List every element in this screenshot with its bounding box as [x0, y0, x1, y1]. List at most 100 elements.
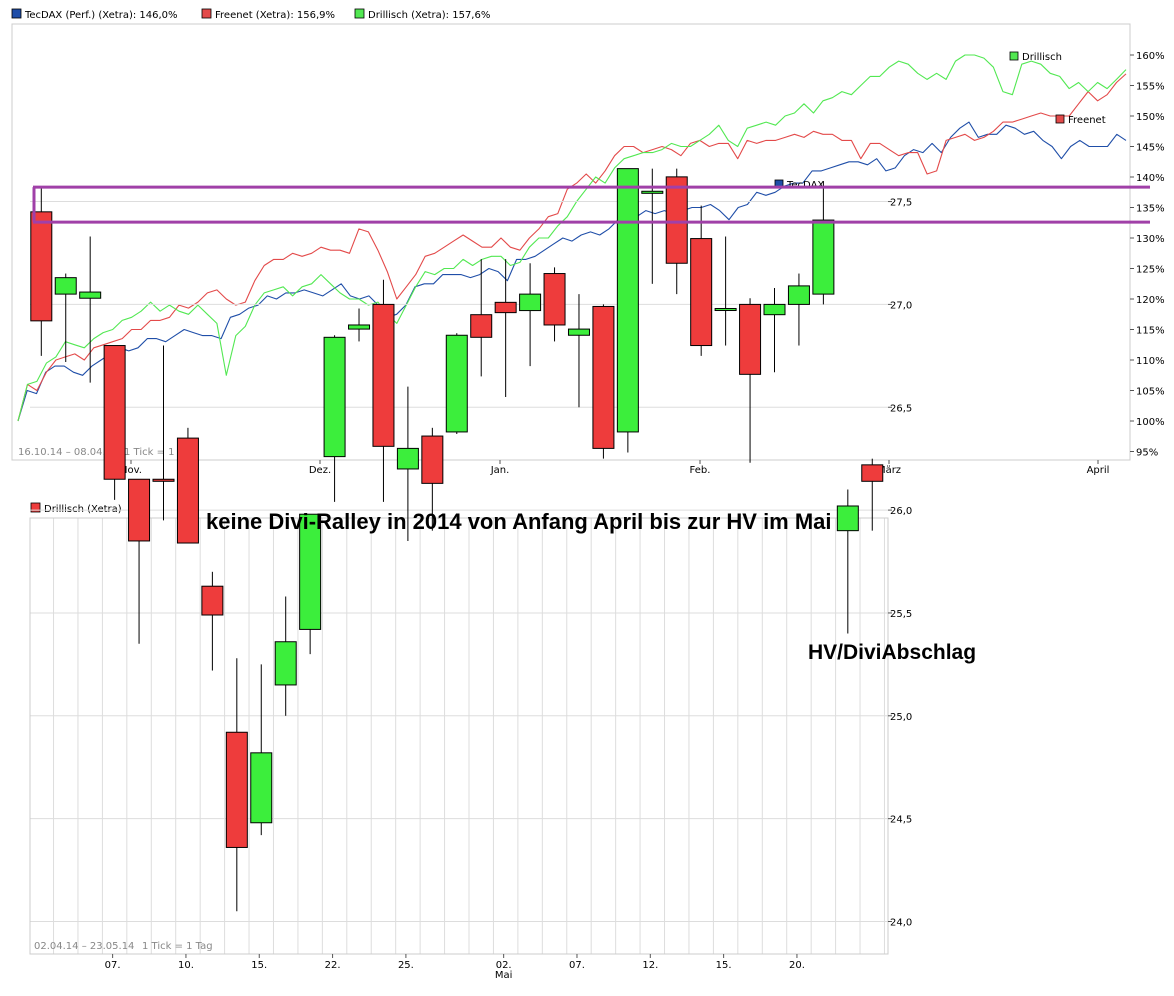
candle-body [30, 211, 53, 322]
candle-body [201, 585, 224, 616]
candle-body [641, 190, 664, 194]
x-tick-label: 20. [789, 960, 805, 971]
x-tick-label: Feb. [690, 465, 711, 476]
x-tick-label: 07. [569, 960, 585, 971]
candle-body [299, 513, 322, 630]
series-line-tecdax [17, 121, 1127, 422]
x-tick-label: 12. [642, 960, 658, 971]
y-tick-label: 145% [1136, 143, 1165, 154]
end-label-swatch-drillisch [1009, 51, 1019, 61]
candle-body [861, 464, 884, 482]
bottom-grid [30, 201, 888, 954]
candle-body [592, 305, 615, 449]
candle-body [274, 641, 297, 686]
candle-body [519, 293, 542, 312]
x-tick-label: 02. [496, 960, 512, 971]
x-tick-label: April [1087, 465, 1110, 476]
candle-body [787, 285, 810, 305]
x-tick-label: 15. [251, 960, 267, 971]
candle-body [494, 301, 517, 314]
legend-swatch-tecdax [11, 8, 22, 19]
candle-body [323, 336, 346, 458]
top-plot-frame [11, 23, 1131, 461]
top-tick-label: 1 Tick = 1 Tag [124, 447, 195, 458]
candle-body [54, 277, 77, 295]
candle-body [348, 324, 371, 330]
series-line-drillisch [17, 54, 1127, 422]
x-tick-label: Nov. [120, 465, 142, 476]
legend-candles: Drillisch (Xetra) [44, 504, 122, 515]
candle-body [152, 478, 175, 482]
x-tick-label: 25. [398, 960, 414, 971]
candle-body [714, 308, 737, 312]
y-tick-label: 110% [1136, 356, 1165, 367]
chart-annotation-title: keine Divi-Ralley in 2014 von Anfang Apr… [206, 509, 832, 534]
candle-body [665, 176, 688, 264]
x-tick-label: März [877, 465, 901, 476]
candle-body [445, 334, 468, 433]
y-tick-label: 24,0 [890, 918, 912, 929]
y-tick-label: 26,0 [890, 506, 912, 517]
x-tick-label: Jan. [490, 465, 510, 476]
top-period-label: 16.10.14 – 08.04.15 [18, 447, 118, 458]
y-tick-label: 27,5 [890, 198, 912, 209]
bottom-plot-frame [29, 517, 889, 955]
y-tick-label: 135% [1136, 204, 1165, 215]
top-end-labels: TecDAX Freenet Drillisch [774, 51, 1106, 191]
candle-body [812, 219, 835, 295]
candle-body [470, 314, 493, 338]
top-chart-legend: TecDAX (Perf.) (Xetra): 146,0% Freenet (… [11, 8, 490, 21]
y-tick-label: 26,5 [890, 403, 912, 414]
legend-swatch-drillisch [354, 8, 365, 19]
y-tick-label: 100% [1136, 417, 1165, 428]
candle-body [396, 447, 419, 470]
resistance-lines [32, 185, 1150, 224]
legend-swatch-candles [30, 502, 41, 513]
series-line-freenet [17, 73, 1127, 422]
top-y-axis: 95% 100% 105% 110% 115% 120% 125% 130% 135% 140% 1… [1130, 51, 1165, 459]
y-tick-label: 150% [1136, 112, 1165, 123]
candle-body [372, 303, 395, 447]
x-tick-label: 07. [105, 960, 121, 971]
y-tick-label: 160% [1136, 51, 1165, 62]
y-tick-label: 120% [1136, 295, 1165, 306]
bottom-x-axis: 07. 10. 15. 22. 25. 02. 07. 12. 15. 20. Mai [105, 954, 805, 981]
candle-body [763, 303, 786, 316]
top-series [17, 54, 1127, 422]
end-label-tecdax: TecDAX [786, 180, 824, 191]
legend-tecdax: TecDAX (Perf.) (Xetra): 146,0% [24, 10, 178, 21]
y-tick-label: 130% [1136, 234, 1165, 245]
candle-body [103, 345, 126, 480]
x-tick-label: Dez. [309, 465, 331, 476]
y-tick-label: 24,5 [890, 815, 912, 826]
candle-body [567, 328, 590, 336]
legend-drillisch: Drillisch (Xetra): 157,6% [368, 10, 490, 21]
y-tick-label: 27,0 [890, 300, 912, 311]
candle-body [79, 291, 102, 299]
x-tick-label: 22. [325, 960, 341, 971]
y-tick-label: 115% [1136, 326, 1165, 337]
candles [30, 168, 884, 912]
x-sublabel-month: Mai [495, 970, 513, 981]
x-tick-label: 10. [178, 960, 194, 971]
bottom-period-label: 02.04.14 – 23.05.14 [34, 941, 134, 952]
x-tick-label: 15. [716, 960, 732, 971]
candle-body [128, 478, 151, 542]
y-tick-label: 25,5 [890, 609, 912, 620]
y-tick-label: 140% [1136, 173, 1165, 184]
candle-body [543, 273, 566, 326]
candle-body [250, 752, 273, 824]
candle-body [421, 435, 444, 484]
top-x-axis: Nov. Dez. Jan. Feb. März April [120, 460, 1109, 476]
chart-annotation-hv: HV/DiviAbschlag [808, 641, 976, 664]
candle-body [690, 238, 713, 347]
candle-body [225, 731, 248, 848]
candle-body [739, 303, 762, 375]
legend-freenet: Freenet (Xetra): 156,9% [215, 10, 335, 21]
bottom-y-axis: 24,0 24,5 25,0 25,5 26,0 26,5 27,0 27,5 [888, 198, 912, 929]
end-label-drillisch: Drillisch [1022, 52, 1062, 63]
y-tick-label: 95% [1136, 448, 1158, 459]
candle-body [836, 505, 859, 532]
y-tick-label: 105% [1136, 387, 1165, 398]
